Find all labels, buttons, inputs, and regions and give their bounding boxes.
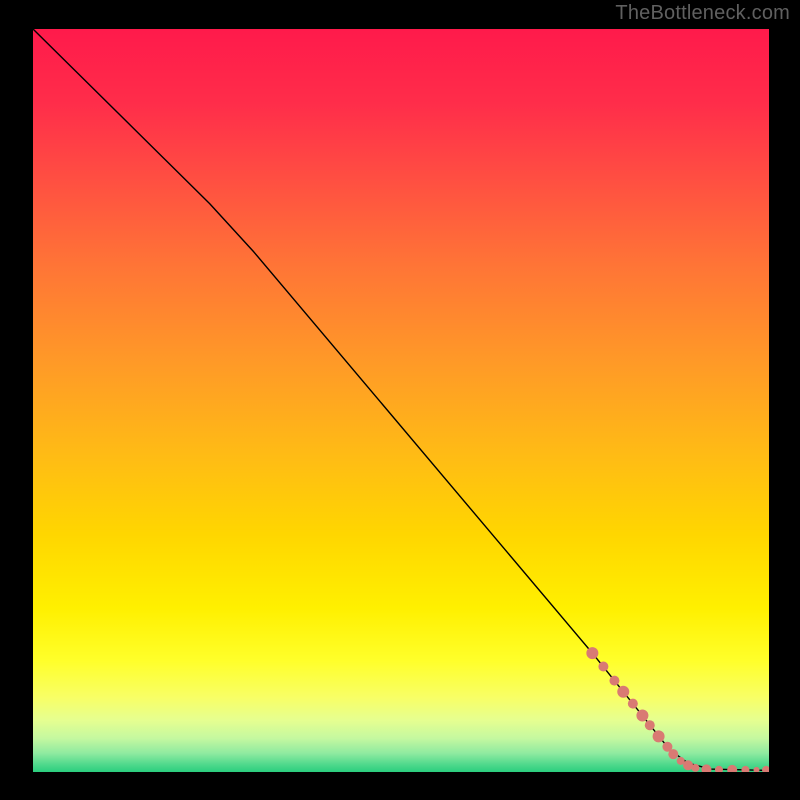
plot-overlay-svg xyxy=(33,29,769,772)
data-point xyxy=(701,764,711,772)
data-point xyxy=(586,647,598,659)
data-point xyxy=(762,766,769,772)
attribution-label: TheBottleneck.com xyxy=(615,2,790,25)
data-point xyxy=(645,720,655,730)
data-point xyxy=(653,730,665,742)
data-point xyxy=(609,676,619,686)
data-point xyxy=(628,699,638,709)
data-point xyxy=(636,710,648,722)
plot-area xyxy=(33,29,769,772)
bottleneck-curve xyxy=(33,29,769,771)
data-point xyxy=(598,661,608,671)
data-point xyxy=(668,749,678,759)
data-point xyxy=(753,767,759,772)
data-point xyxy=(727,765,737,772)
chart-frame: TheBottleneck.com xyxy=(0,0,800,800)
data-point xyxy=(617,686,629,698)
data-point xyxy=(691,764,699,772)
data-point xyxy=(715,766,723,772)
data-point xyxy=(741,766,749,772)
